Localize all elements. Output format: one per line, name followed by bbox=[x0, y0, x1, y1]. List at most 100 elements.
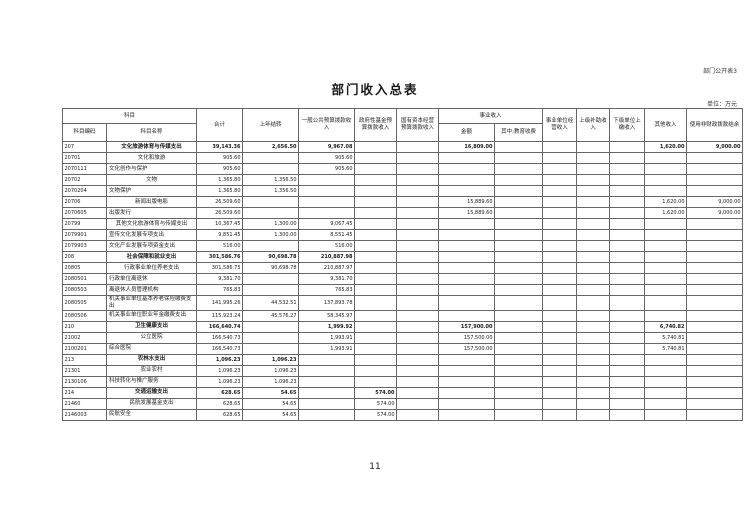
cell-subject-name: 出版发行 bbox=[105, 207, 198, 219]
cell-value bbox=[686, 251, 744, 263]
table-row: 213 农林水支出 1,096.23 1,096.23 bbox=[62, 353, 744, 366]
table-row: 2070111 文化创作与保护 905.60 905.60 bbox=[62, 163, 744, 175]
cell-subject-name: 民航发展基金支出 bbox=[105, 397, 198, 410]
cell-value bbox=[542, 408, 578, 421]
cell-value: 1,096.23 bbox=[196, 353, 244, 366]
cell-subject-name: 行政单位离退休 bbox=[105, 273, 198, 285]
cell-subject-name: 文化创作与保护 bbox=[105, 163, 198, 175]
cell-value bbox=[494, 218, 544, 230]
cell-value: 157,900.00 bbox=[438, 320, 496, 333]
cell-value bbox=[396, 364, 440, 377]
table-row: 210 卫生健康支出 166,640.74 1,999.92 157,900.00 6,7… bbox=[62, 320, 744, 333]
table-row: 2080503 离退休人员管理机构 765.83 765.83 bbox=[62, 284, 744, 296]
cell-subject-code: 207 bbox=[62, 141, 107, 153]
cell-value bbox=[494, 196, 544, 208]
cell-value: 5,740.81 bbox=[644, 342, 688, 355]
cell-value bbox=[686, 342, 744, 355]
cell-value bbox=[438, 229, 496, 241]
cell-value bbox=[576, 397, 611, 410]
cell-value bbox=[396, 207, 440, 219]
cell-value bbox=[354, 364, 398, 377]
cell-value bbox=[542, 163, 578, 175]
cell-value bbox=[396, 353, 440, 366]
cell-value bbox=[354, 342, 398, 355]
cell-value bbox=[644, 364, 688, 377]
cell-value bbox=[644, 240, 688, 252]
header-business-amount: 金额 bbox=[438, 123, 496, 142]
cell-value bbox=[242, 284, 300, 296]
cell-value: 1,096.23 bbox=[242, 353, 300, 366]
cell-value bbox=[686, 218, 744, 230]
cell-subject-code: 2070605 bbox=[62, 207, 107, 219]
cell-value: 115,923.24 bbox=[196, 309, 244, 322]
cell-value bbox=[609, 353, 646, 366]
header-carryover: 上年结转 bbox=[242, 108, 300, 142]
table-row: 207 文化旅游体育与传媒支出 39,143.36 2,656.50 9,967.08 1… bbox=[62, 141, 744, 153]
table-row: 2100201 综合医院 166,540.73 1,993.91 157,500.00 5… bbox=[62, 342, 744, 355]
cell-value bbox=[609, 295, 646, 311]
cell-value: 8,551.45 bbox=[298, 229, 356, 241]
cell-value bbox=[242, 207, 300, 219]
cell-value bbox=[686, 295, 744, 311]
header-name: 科目名称 bbox=[105, 123, 198, 142]
cell-value bbox=[609, 185, 646, 197]
cell-value bbox=[354, 284, 398, 296]
cell-value: 1,620.00 bbox=[644, 196, 688, 208]
cell-value: 210,887.97 bbox=[298, 262, 356, 274]
cell-value bbox=[354, 251, 398, 263]
cell-value bbox=[609, 364, 646, 377]
table-row: 2079903 文化产业发展专项资金支出 516.00 516.00 bbox=[62, 240, 744, 252]
cell-value: 1,365.80 bbox=[196, 174, 244, 186]
table-header: 科目 合计 上年结转 一般公共预算拨款收入 政府性基金预算拨款收入 国有资本经营… bbox=[61, 108, 744, 142]
cell-value bbox=[686, 331, 744, 344]
cell-value bbox=[609, 196, 646, 208]
cell-value bbox=[438, 353, 496, 366]
cell-value bbox=[686, 364, 744, 377]
cell-value bbox=[354, 218, 398, 230]
cell-subject-name: 文化和旅游 bbox=[105, 152, 198, 164]
cell-value: 90,698.78 bbox=[242, 262, 300, 274]
cell-value bbox=[396, 320, 440, 333]
cell-value bbox=[494, 364, 544, 377]
cell-value bbox=[644, 185, 688, 197]
cell-value bbox=[354, 240, 398, 252]
cell-subject-code: 21460 bbox=[62, 397, 107, 410]
table-row: 208 社会保障和就业支出 301,586.76 90,698.78 210,887.9… bbox=[62, 251, 744, 263]
cell-value bbox=[686, 397, 744, 410]
cell-value bbox=[644, 353, 688, 366]
cell-value: 44,532.51 bbox=[242, 295, 300, 311]
header-subordinate-remit: 下级单位上缴收入 bbox=[609, 108, 646, 142]
cell-value bbox=[494, 251, 544, 263]
cell-value bbox=[542, 295, 578, 311]
cell-value bbox=[438, 152, 496, 164]
cell-value bbox=[686, 163, 744, 175]
doc-label: 部门公开表3 bbox=[703, 68, 737, 75]
cell-value: 166,540.73 bbox=[196, 331, 244, 344]
cell-value bbox=[298, 196, 356, 208]
cell-value bbox=[686, 229, 744, 241]
cell-subject-name: 农业农村 bbox=[105, 364, 198, 377]
cell-value bbox=[542, 284, 578, 296]
cell-value bbox=[354, 273, 398, 285]
cell-value bbox=[542, 353, 578, 366]
cell-value bbox=[298, 397, 356, 410]
cell-value: 628.65 bbox=[196, 397, 244, 410]
cell-value bbox=[438, 240, 496, 252]
cell-value bbox=[354, 295, 398, 311]
cell-value bbox=[242, 152, 300, 164]
cell-value bbox=[609, 240, 646, 252]
cell-subject-name: 其他文化旅游体育与传媒支出 bbox=[105, 218, 198, 230]
cell-value bbox=[242, 273, 300, 285]
cell-value bbox=[494, 240, 544, 252]
cell-value bbox=[542, 331, 578, 344]
cell-value bbox=[644, 174, 688, 186]
cell-value bbox=[644, 408, 688, 421]
cell-value: 10,367.45 bbox=[196, 218, 244, 230]
cell-value bbox=[354, 185, 398, 197]
cell-value bbox=[494, 342, 544, 355]
table-row: 21460 民航发展基金支出 628.65 54.65 574.00 bbox=[62, 397, 744, 410]
cell-value bbox=[644, 152, 688, 164]
cell-subject-code: 20799 bbox=[62, 218, 107, 230]
cell-value bbox=[644, 218, 688, 230]
cell-value bbox=[576, 152, 611, 164]
